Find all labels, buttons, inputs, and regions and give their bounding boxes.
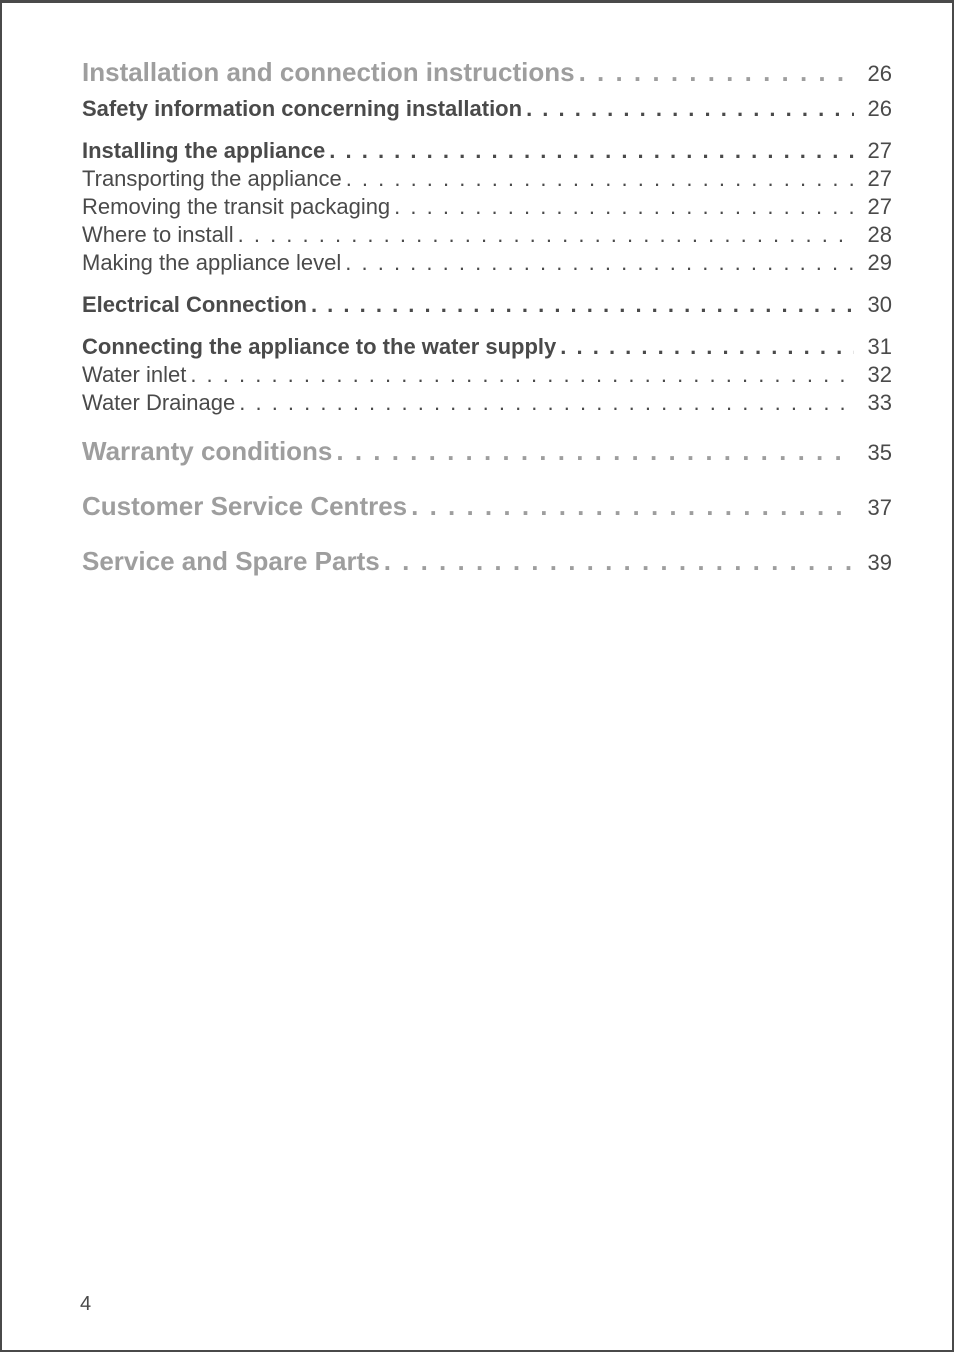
spacer (82, 418, 892, 432)
toc-leader (234, 222, 854, 248)
toc-label: Transporting the appliance (82, 166, 342, 192)
toc-leader (407, 491, 854, 522)
toc-leader (325, 138, 854, 164)
toc-page: 29 (854, 250, 892, 276)
toc-entry: Electrical Connection 30 (82, 292, 892, 318)
toc-page: 27 (854, 138, 892, 164)
spacer (82, 320, 892, 334)
toc-leader (332, 436, 854, 467)
toc-page: 26 (854, 61, 892, 87)
toc-entry: Transporting the appliance 27 (82, 166, 892, 192)
toc-entry: Water Drainage 33 (82, 390, 892, 416)
toc-entry: Warranty conditions 35 (82, 436, 892, 467)
toc-page: 39 (854, 550, 892, 576)
toc-entry: Removing the transit packaging 27 (82, 194, 892, 220)
toc-leader (186, 362, 854, 388)
toc-leader (390, 194, 854, 220)
toc-entry: Making the appliance level 29 (82, 250, 892, 276)
toc-label: Making the appliance level (82, 250, 341, 276)
toc-page: 31 (854, 334, 892, 360)
toc-leader (380, 546, 854, 577)
page-frame: Installation and connection instructions… (0, 0, 954, 1352)
toc-leader (342, 166, 854, 192)
toc-page: 32 (854, 362, 892, 388)
toc-label: Where to install (82, 222, 234, 248)
toc-page: 37 (854, 495, 892, 521)
toc-entry: Where to install 28 (82, 222, 892, 248)
toc-label: Water Drainage (82, 390, 235, 416)
toc-label: Safety information concerning installati… (82, 96, 522, 122)
toc-label: Electrical Connection (82, 292, 307, 318)
toc-leader (556, 334, 854, 360)
toc-label: Connecting the appliance to the water su… (82, 334, 556, 360)
toc-label: Water inlet (82, 362, 186, 388)
spacer (82, 528, 892, 542)
toc-leader (522, 96, 854, 122)
toc-entry: Installing the appliance 27 (82, 138, 892, 164)
toc-leader (575, 57, 854, 88)
toc-leader (235, 390, 854, 416)
spacer (82, 278, 892, 292)
toc-label: Customer Service Centres (82, 491, 407, 522)
toc-leader (341, 250, 854, 276)
toc-entry: Safety information concerning installati… (82, 96, 892, 122)
toc-page: 30 (854, 292, 892, 318)
toc-page: 35 (854, 440, 892, 466)
toc-entry: Customer Service Centres 37 (82, 491, 892, 522)
toc-page: 33 (854, 390, 892, 416)
toc-label: Warranty conditions (82, 436, 332, 467)
toc-page: 27 (854, 194, 892, 220)
spacer (82, 124, 892, 138)
table-of-contents: Installation and connection instructions… (82, 57, 892, 577)
spacer (82, 473, 892, 487)
toc-entry: Installation and connection instructions… (82, 57, 892, 88)
toc-page: 28 (854, 222, 892, 248)
toc-page: 27 (854, 166, 892, 192)
toc-entry: Service and Spare Parts 39 (82, 546, 892, 577)
toc-entry: Water inlet 32 (82, 362, 892, 388)
toc-label: Removing the transit packaging (82, 194, 390, 220)
toc-label: Service and Spare Parts (82, 546, 380, 577)
toc-label: Installing the appliance (82, 138, 325, 164)
page-number: 4 (80, 1293, 91, 1316)
toc-page: 26 (854, 96, 892, 122)
toc-leader (307, 292, 854, 318)
toc-label: Installation and connection instructions (82, 57, 575, 88)
toc-entry: Connecting the appliance to the water su… (82, 334, 892, 360)
